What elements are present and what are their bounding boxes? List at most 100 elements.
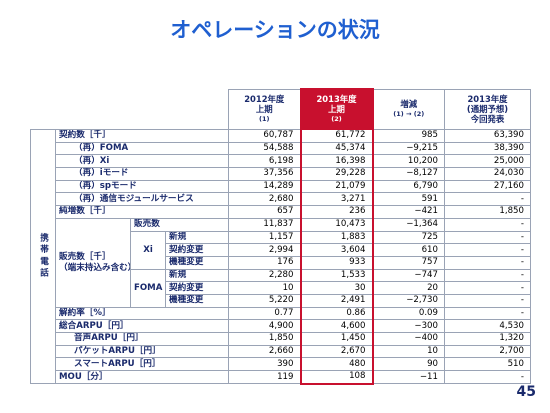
- value-cell: 25,000: [444, 154, 531, 169]
- value-cell: 933: [299, 255, 374, 270]
- row-label: （再）Xi: [55, 154, 229, 169]
- value-cell: -: [444, 192, 531, 207]
- header-line: 上期: [328, 104, 345, 114]
- value-cell: 4,530: [444, 319, 531, 333]
- value-cell: 725: [372, 230, 445, 245]
- table-row: 解約率［%］ 0.77 0.86 0.09-: [31, 306, 531, 321]
- value-cell: 2,280: [228, 268, 301, 283]
- blank-cell: [31, 89, 229, 129]
- header-line: (通期予想): [466, 104, 509, 114]
- row-label: パケットARPU［円］: [55, 344, 229, 359]
- value-cell: 2,670: [299, 344, 374, 359]
- value-cell: 236: [299, 205, 374, 219]
- value-cell: −11: [372, 370, 445, 385]
- value-cell: 10,473: [299, 217, 374, 232]
- row-label: 機種変更: [165, 293, 229, 308]
- row-label: 契約変更: [165, 243, 229, 257]
- value-cell: 1,850: [228, 332, 301, 346]
- table-row: 音声ARPU［円］ 1,850 1,450 −400 1,320: [31, 332, 531, 346]
- column-header: 2013年度 (通期予想) 今回発表: [444, 88, 531, 130]
- value-cell: 10,200: [372, 154, 445, 169]
- value-cell: 757: [372, 255, 445, 270]
- value-cell: 119: [228, 370, 301, 385]
- table-row: 販売数［千］ （端末持込み含む） 販売数 11,837 10,473 −1,364-: [31, 217, 531, 308]
- value-cell: 108: [299, 370, 374, 385]
- value-cell: 0.86: [299, 306, 374, 321]
- value-cell: -: [444, 293, 531, 308]
- value-cell: 6,790: [372, 179, 445, 194]
- row-label: 新規: [165, 230, 229, 245]
- value-cell: −421: [372, 205, 445, 219]
- value-cell: -: [444, 268, 531, 283]
- value-cell: 37,356: [228, 167, 301, 181]
- table-row: 携帯電話 契約数［千］ 60,787 61,772 985 63,390: [30, 128, 531, 385]
- value-cell: −9,215: [372, 141, 445, 156]
- value-cell: -: [444, 255, 531, 270]
- header-note: (1) → (2): [393, 110, 425, 118]
- value-cell: 3,271: [299, 192, 374, 207]
- group-title: 販売数［千］: [59, 251, 111, 262]
- subgroup-label: Xi: [130, 230, 166, 270]
- value-cell: 11,837: [228, 217, 301, 232]
- value-cell: 60,787: [228, 128, 301, 143]
- header-line: 2013年度: [467, 94, 508, 104]
- subgroup-label: FOMA: [130, 268, 166, 308]
- value-cell: 2,491: [299, 293, 374, 308]
- value-cell: 1,157: [228, 230, 301, 245]
- value-cell: 1,450: [299, 332, 374, 346]
- row-label: 解約率［%］: [55, 306, 229, 321]
- value-cell: 510: [444, 357, 531, 372]
- value-cell: 30: [299, 281, 374, 295]
- value-cell: 5,220: [228, 293, 301, 308]
- column-header: 2012年度 上期 (1): [228, 88, 301, 130]
- value-cell: −747: [372, 268, 445, 283]
- header-line: 2013年度: [316, 94, 357, 104]
- slide-title: オペレーションの状況: [170, 18, 380, 42]
- value-cell: 21,079: [299, 179, 374, 194]
- header-line: 今回発表: [470, 114, 505, 124]
- table-row: Xi 新規 1,157 1,883 725-: [31, 230, 531, 270]
- value-cell: 3,604: [299, 243, 374, 257]
- value-cell: 1,850: [444, 205, 531, 219]
- value-cell: 1,320: [444, 332, 531, 346]
- value-cell: -: [444, 230, 531, 245]
- value-cell: 24,030: [444, 167, 531, 181]
- table-row: 総合ARPU［円］ 4,900 4,600 −300 4,530: [31, 319, 531, 333]
- value-cell: 985: [372, 128, 445, 143]
- value-cell: 20: [372, 281, 445, 295]
- row-label: 契約変更: [165, 281, 229, 295]
- value-cell: 29,228: [299, 167, 374, 181]
- table-row: （再）FOMA 54,588 45,374 −9,215 38,390: [31, 141, 531, 156]
- header-line: 2012年度: [244, 94, 285, 104]
- category-cell: 携帯電話: [30, 128, 56, 385]
- operations-table: 2012年度 上期 (1) 2013年度 上期 (2) 増減 (1) → (2) 2013年度(…: [30, 88, 531, 385]
- value-cell: −8,127: [372, 167, 445, 181]
- row-label: 新規: [165, 268, 229, 283]
- page-number: 45: [516, 384, 536, 400]
- row-label: 機種変更: [165, 255, 229, 270]
- value-cell: 0.77: [228, 306, 301, 321]
- value-cell: 10: [372, 344, 445, 359]
- value-cell: 16,398: [299, 154, 374, 169]
- header-note: (1): [259, 115, 270, 123]
- value-cell: -: [444, 243, 531, 257]
- value-cell: 591: [372, 192, 445, 207]
- value-cell: 6,198: [228, 154, 301, 169]
- value-cell: −300: [372, 319, 445, 333]
- table-row: MOU［分］ 119 108 −11-: [31, 370, 531, 385]
- value-cell: -: [444, 281, 531, 295]
- value-cell: 176: [228, 255, 301, 270]
- value-cell: 38,390: [444, 141, 531, 156]
- header-note: (2): [331, 115, 342, 123]
- table-row: （再）iモード 37,356 29,228 −8,127 24,030: [31, 167, 531, 181]
- value-cell: 480: [299, 357, 374, 372]
- table-row: スマートARPU［円］ 390 480 90 510: [31, 357, 531, 372]
- value-cell: 10: [228, 281, 301, 295]
- value-cell: 2,994: [228, 243, 301, 257]
- column-header: 2013年度 上期 (2): [299, 88, 374, 130]
- value-cell: −1,364: [372, 217, 445, 232]
- value-cell: -: [444, 217, 531, 232]
- value-cell: 61,772: [299, 128, 374, 143]
- value-cell: 4,900: [228, 319, 301, 333]
